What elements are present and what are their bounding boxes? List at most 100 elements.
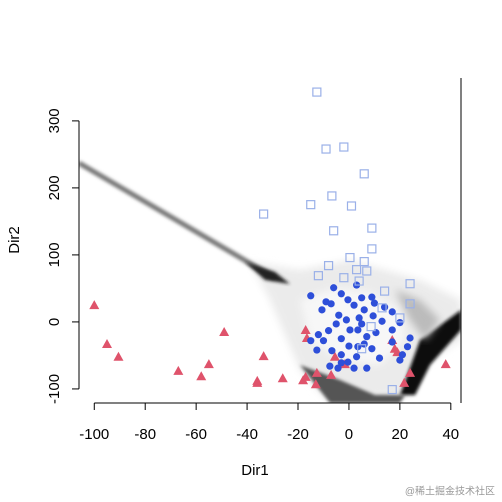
watermark: @稀土掘金技术社区 (405, 485, 495, 498)
point (405, 279, 415, 289)
point (196, 371, 207, 381)
point (337, 351, 345, 359)
x-tick-label: 0 (345, 426, 353, 443)
point (259, 209, 269, 219)
background-density (79, 160, 461, 403)
y-tick-label: -100 (46, 374, 63, 404)
point (368, 293, 376, 301)
point (328, 347, 336, 355)
point (337, 335, 345, 343)
x-tick-label: -40 (236, 426, 258, 443)
point (378, 317, 386, 325)
point (306, 200, 316, 210)
x-tick-label: -100 (79, 426, 109, 443)
point (339, 273, 349, 283)
y-tick-label: 300 (46, 108, 63, 133)
point (351, 265, 362, 275)
point (406, 334, 414, 342)
point (405, 367, 416, 377)
point (219, 326, 230, 336)
point (399, 377, 410, 387)
point (252, 377, 263, 387)
point (363, 333, 371, 341)
point (403, 343, 412, 351)
point (363, 364, 371, 372)
x-axis-label: Dir1 (241, 462, 269, 479)
point (344, 296, 352, 304)
point (362, 266, 372, 276)
x-tick-label: -80 (134, 426, 156, 443)
point (366, 322, 376, 332)
point (396, 318, 404, 327)
point (342, 316, 350, 324)
point (405, 299, 415, 309)
point (380, 286, 390, 296)
point (337, 290, 345, 298)
point (398, 351, 407, 359)
point (369, 312, 377, 320)
point (367, 223, 377, 233)
point (335, 311, 343, 319)
point (350, 301, 358, 309)
point (324, 327, 333, 335)
point (337, 359, 345, 367)
point (345, 252, 355, 263)
point (354, 326, 362, 334)
point (358, 320, 366, 328)
point (359, 257, 369, 267)
point (339, 142, 349, 152)
point (346, 201, 357, 211)
point (311, 367, 322, 377)
point (300, 324, 311, 334)
point (359, 169, 369, 179)
point (395, 313, 405, 323)
x-tick-label: 40 (442, 426, 459, 443)
point (326, 369, 337, 379)
point (330, 284, 338, 292)
point (440, 359, 451, 369)
point (313, 271, 323, 281)
point (313, 346, 321, 354)
point (203, 359, 214, 369)
y-tick-label: 100 (46, 242, 63, 267)
x-tick-label: -20 (287, 426, 309, 443)
point (327, 191, 337, 201)
point (344, 358, 352, 366)
point (345, 342, 353, 350)
point (368, 345, 376, 353)
point (307, 292, 315, 300)
point (102, 339, 113, 349)
x-tick-label: 20 (392, 426, 409, 443)
point (367, 244, 377, 254)
point (277, 373, 288, 383)
point (113, 351, 124, 361)
point (323, 261, 334, 271)
point (388, 308, 396, 316)
point (326, 362, 334, 370)
point (381, 303, 389, 311)
point (358, 294, 366, 302)
point (357, 344, 367, 354)
point (352, 353, 361, 361)
point (387, 384, 397, 395)
point (327, 300, 335, 308)
point (370, 299, 379, 307)
point (375, 354, 384, 362)
point (310, 379, 321, 389)
point (360, 340, 368, 348)
point (332, 320, 340, 328)
y-tick-label: 200 (46, 175, 63, 200)
point (360, 306, 368, 314)
point (354, 276, 364, 286)
point (321, 144, 331, 154)
y-tick-label: 0 (46, 318, 63, 326)
point (89, 300, 100, 310)
point (300, 371, 311, 381)
point (334, 364, 342, 372)
point (355, 314, 363, 322)
y-axis-label: Dir2 (6, 226, 23, 254)
point (307, 337, 315, 345)
point (388, 338, 396, 346)
point (377, 303, 387, 313)
